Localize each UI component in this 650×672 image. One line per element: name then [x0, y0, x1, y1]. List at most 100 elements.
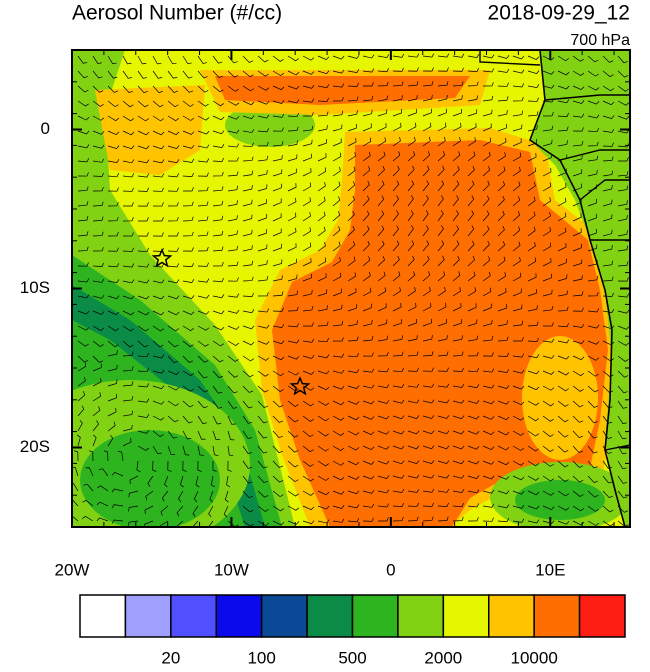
wind-barb	[88, 450, 94, 462]
wind-barb	[347, 475, 360, 480]
wind-barb	[467, 430, 480, 435]
wind-barb	[122, 395, 134, 402]
wind-barb	[167, 159, 180, 164]
wind-barb	[317, 111, 329, 117]
wind-barb	[122, 279, 135, 284]
wind-barb	[482, 210, 490, 222]
wind-barb	[287, 154, 298, 162]
wind-barb	[437, 180, 445, 192]
wind-barb	[167, 445, 176, 455]
wind-barb	[332, 460, 345, 466]
wind-barb	[377, 287, 387, 297]
wind-barb	[92, 70, 103, 79]
wind-barb	[542, 84, 555, 89]
wind-barb	[407, 399, 420, 404]
wind-barb	[257, 475, 268, 484]
wind-barb	[159, 520, 169, 527]
wind-barb	[332, 166, 341, 177]
wind-barb	[272, 259, 283, 267]
wind-barb	[467, 303, 477, 312]
wind-barb	[317, 196, 326, 207]
wind-barb	[512, 415, 525, 421]
wind-barb	[92, 187, 104, 192]
wind-barb	[422, 122, 432, 132]
wind-barb	[482, 151, 491, 162]
wind-barb	[287, 227, 297, 237]
wind-barb	[347, 272, 357, 282]
wind-barb	[272, 415, 284, 423]
wind-barb	[497, 68, 510, 73]
wind-barb	[136, 460, 141, 473]
wind-barb	[167, 460, 172, 472]
wind-barb	[272, 70, 285, 77]
wind-barb	[197, 158, 210, 163]
wind-barb	[272, 141, 284, 147]
wind-barb	[557, 197, 567, 207]
wind-barb	[302, 227, 312, 237]
wind-barb	[287, 183, 297, 192]
wind-barb	[452, 335, 463, 342]
wind-barb	[107, 55, 117, 65]
wind-barb	[137, 55, 147, 65]
wind-barb	[497, 288, 507, 297]
map-title: Aerosol Number (#/cc)	[72, 2, 282, 25]
wind-barb	[587, 114, 600, 119]
wind-barb	[257, 445, 268, 454]
wind-barb	[182, 172, 195, 177]
wind-barb	[572, 141, 584, 147]
wind-barb	[212, 415, 222, 425]
wind-barb	[407, 502, 419, 507]
wind-barb	[107, 145, 120, 149]
wind-barb	[557, 212, 567, 222]
wind-barb	[527, 273, 537, 282]
wind-barb	[167, 279, 180, 284]
wind-barb	[182, 70, 193, 79]
wind-barb	[482, 123, 492, 132]
wind-barb	[617, 460, 627, 470]
wind-barb	[332, 124, 343, 132]
wind-barb	[587, 229, 597, 237]
wind-barb	[212, 230, 224, 237]
wind-barb	[527, 125, 538, 132]
wind-barb	[77, 355, 89, 363]
wind-barb	[92, 262, 104, 267]
wind-barb	[257, 275, 269, 282]
wind-barb	[212, 130, 225, 135]
wind-barb	[482, 319, 493, 327]
wind-barb	[317, 354, 330, 359]
wind-barb	[137, 187, 149, 192]
wind-barb	[422, 445, 435, 450]
wind-barb	[377, 109, 388, 117]
wind-barb	[317, 139, 328, 147]
wind-barb	[137, 310, 150, 316]
wind-barb	[107, 173, 120, 178]
wind-barb	[122, 381, 134, 387]
wind-barb	[617, 415, 627, 425]
wind-barb	[362, 400, 375, 405]
wind-barb	[122, 366, 134, 372]
colorbar: 20 100 500 2000 10000	[79, 594, 626, 667]
wind-barb	[392, 287, 401, 297]
wind-barb	[197, 246, 209, 252]
coastline	[529, 50, 626, 527]
wind-barb	[512, 288, 522, 297]
wind-barb	[497, 195, 505, 207]
wind-barb	[527, 289, 538, 297]
wind-barb	[572, 213, 582, 222]
wind-barb	[407, 151, 416, 162]
wind-barb	[392, 351, 404, 357]
wind-barb	[437, 488, 450, 493]
wind-barb	[407, 430, 420, 435]
wind-barb	[98, 468, 109, 477]
wind-barb	[332, 505, 345, 509]
wind-barb	[242, 415, 253, 424]
wind-barb	[122, 100, 134, 108]
wind-barb	[617, 277, 629, 282]
wind-barb	[152, 55, 162, 65]
wind-barb	[302, 197, 311, 207]
wind-barb	[152, 85, 163, 94]
wind-barb	[197, 294, 210, 299]
wind-barb	[302, 125, 314, 132]
wind-barb	[287, 290, 299, 297]
wind-barb	[452, 474, 465, 479]
